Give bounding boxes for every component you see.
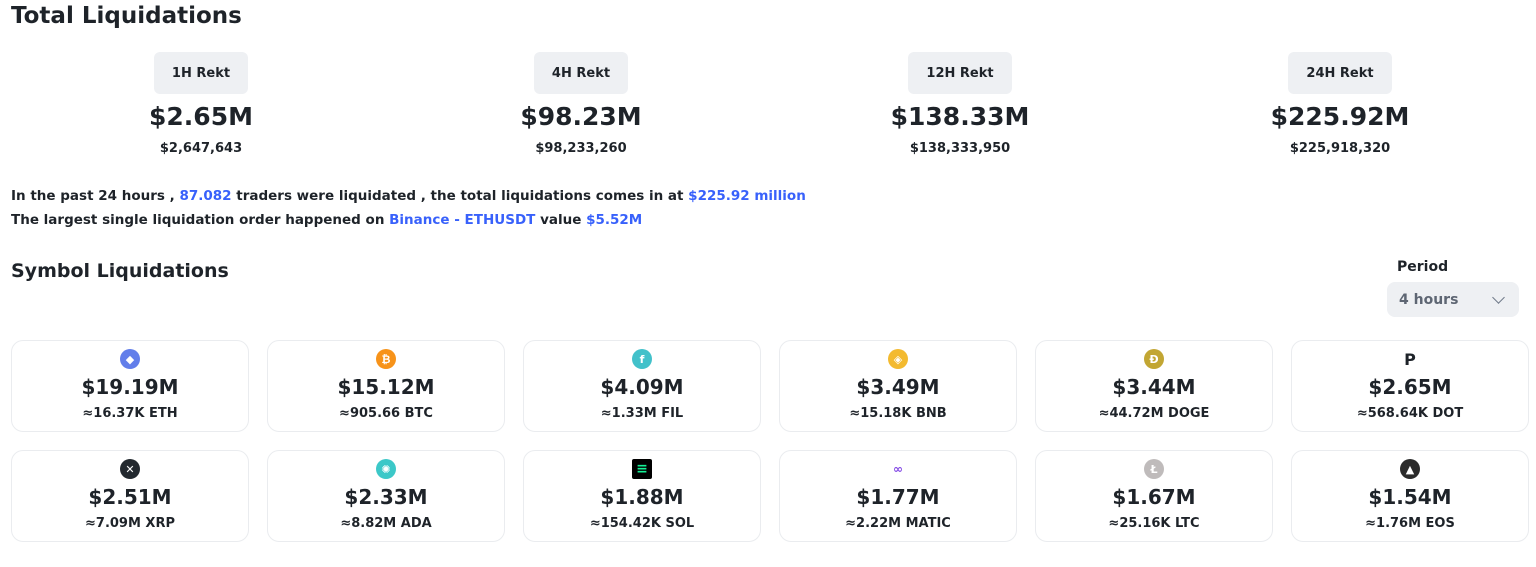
- symbol-liquidation-amount: ≈44.72M DOGE: [1098, 406, 1210, 421]
- largest-order-value: $5.52M: [586, 212, 643, 228]
- xrp-icon: ✕: [120, 459, 140, 479]
- symbol-cards-grid: ◆ $19.19M ≈16.37K ETH ₿ $15.12M ≈905.66 BTC f $…: [11, 340, 1529, 542]
- symbol-liquidations-title: Symbol Liquidations: [11, 260, 229, 282]
- rekt-1h-value: $2.65M: [149, 102, 253, 131]
- summary-text: value: [540, 212, 582, 228]
- symbol-card[interactable]: ◈ $3.49M ≈15.18K BNB: [779, 340, 1017, 432]
- ltc-icon: Ł: [1144, 459, 1164, 479]
- total-liquidation-amount: $225.92 million: [688, 188, 806, 204]
- total-liquidations-title: Total Liquidations: [11, 3, 242, 29]
- matic-icon: ∞: [888, 459, 908, 479]
- symbol-liquidation-value: $3.44M: [1112, 375, 1196, 399]
- summary-line-largest: The largest single liquidation order hap…: [11, 212, 642, 228]
- symbol-liquidation-value: $2.51M: [88, 485, 172, 509]
- symbol-card[interactable]: ₿ $15.12M ≈905.66 BTC: [267, 340, 505, 432]
- symbol-liquidation-amount: ≈905.66 BTC: [339, 406, 433, 421]
- symbol-liquidation-value: $3.49M: [856, 375, 940, 399]
- symbol-card[interactable]: ≡ $1.88M ≈154.42K SOL: [523, 450, 761, 542]
- fil-icon: f: [632, 349, 652, 369]
- symbol-liquidation-value: $2.65M: [1368, 375, 1452, 399]
- rekt-4h-label[interactable]: 4H Rekt: [533, 52, 629, 94]
- symbol-liquidation-value: $15.12M: [337, 375, 435, 399]
- symbol-liquidation-amount: ≈568.64K DOT: [1356, 406, 1464, 421]
- symbol-liquidation-value: $1.77M: [856, 485, 940, 509]
- rekt-4h: 4H Rekt $98.23M $98,233,260: [461, 52, 701, 156]
- period-label: Period: [1397, 259, 1449, 275]
- rekt-4h-value: $98.23M: [520, 102, 642, 131]
- symbol-card[interactable]: ▲ $1.54M ≈1.76M EOS: [1291, 450, 1529, 542]
- eth-icon: ◆: [120, 349, 140, 369]
- summary-text: The largest single liquidation order hap…: [11, 212, 385, 228]
- summary-text: In the past 24 hours ,: [11, 188, 175, 204]
- rekt-24h: 24H Rekt $225.92M $225,918,320: [1220, 52, 1460, 156]
- rekt-12h-value: $138.33M: [890, 102, 1030, 131]
- symbol-liquidation-amount: ≈154.42K SOL: [589, 516, 695, 531]
- symbol-card[interactable]: ∞ $1.77M ≈2.22M MATIC: [779, 450, 1017, 542]
- symbol-liquidation-amount: ≈15.18K BNB: [849, 406, 947, 421]
- symbol-liquidation-amount: ≈7.09M XRP: [85, 516, 175, 531]
- symbol-card[interactable]: Ł $1.67M ≈25.16K LTC: [1035, 450, 1273, 542]
- ada-icon: ✺: [376, 459, 396, 479]
- largest-order-exchange-link[interactable]: Binance - ETHUSDT: [389, 212, 536, 228]
- chevron-down-icon: [1492, 290, 1505, 304]
- summary-text: traders were liquidated , the total liqu…: [236, 188, 684, 204]
- rekt-12h: 12H Rekt $138.33M $138,333,950: [840, 52, 1080, 156]
- symbol-liquidation-amount: ≈2.22M MATIC: [845, 516, 951, 531]
- btc-icon: ₿: [376, 349, 396, 369]
- summary-line-traders: In the past 24 hours , 87.082 traders we…: [11, 188, 806, 204]
- traders-count: 87.082: [179, 188, 232, 204]
- bnb-icon: ◈: [888, 349, 908, 369]
- symbol-card[interactable]: Ð $3.44M ≈44.72M DOGE: [1035, 340, 1273, 432]
- symbol-card[interactable]: ✕ $2.51M ≈7.09M XRP: [11, 450, 249, 542]
- dot-icon: P: [1400, 349, 1420, 369]
- rekt-1h-label[interactable]: 1H Rekt: [153, 52, 249, 94]
- symbol-liquidation-amount: ≈8.82M ADA: [340, 516, 432, 531]
- symbol-liquidation-value: $1.67M: [1112, 485, 1196, 509]
- symbol-liquidation-amount: ≈16.37K ETH: [82, 406, 178, 421]
- rekt-4h-exact: $98,233,260: [535, 141, 627, 156]
- symbol-liquidation-amount: ≈25.16K LTC: [1108, 516, 1200, 531]
- symbol-liquidation-amount: ≈1.33M FIL: [600, 406, 684, 421]
- rekt-24h-value: $225.92M: [1270, 102, 1410, 131]
- rekt-1h-exact: $2,647,643: [159, 141, 243, 156]
- rekt-12h-label[interactable]: 12H Rekt: [908, 52, 1012, 94]
- symbol-card[interactable]: f $4.09M ≈1.33M FIL: [523, 340, 761, 432]
- doge-icon: Ð: [1144, 349, 1164, 369]
- period-value: 4 hours: [1399, 291, 1459, 308]
- symbol-liquidation-value: $1.54M: [1368, 485, 1452, 509]
- symbol-card[interactable]: ◆ $19.19M ≈16.37K ETH: [11, 340, 249, 432]
- sol-icon: ≡: [632, 459, 652, 479]
- rekt-1h: 1H Rekt $2.65M $2,647,643: [81, 52, 321, 156]
- rekt-24h-exact: $225,918,320: [1289, 141, 1391, 156]
- period-select[interactable]: 4 hours: [1387, 282, 1519, 317]
- rekt-24h-label[interactable]: 24H Rekt: [1288, 52, 1392, 94]
- eos-icon: ▲: [1400, 459, 1420, 479]
- rekt-12h-exact: $138,333,950: [909, 141, 1011, 156]
- symbol-card[interactable]: P $2.65M ≈568.64K DOT: [1291, 340, 1529, 432]
- symbol-liquidation-value: $2.33M: [344, 485, 428, 509]
- symbol-liquidation-value: $1.88M: [600, 485, 684, 509]
- symbol-card[interactable]: ✺ $2.33M ≈8.82M ADA: [267, 450, 505, 542]
- symbol-liquidation-value: $19.19M: [81, 375, 179, 399]
- symbol-liquidation-value: $4.09M: [600, 375, 684, 399]
- symbol-liquidation-amount: ≈1.76M EOS: [1365, 516, 1455, 531]
